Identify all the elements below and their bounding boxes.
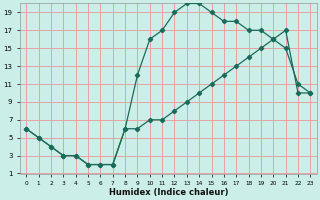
X-axis label: Humidex (Indice chaleur): Humidex (Indice chaleur) (108, 188, 228, 197)
